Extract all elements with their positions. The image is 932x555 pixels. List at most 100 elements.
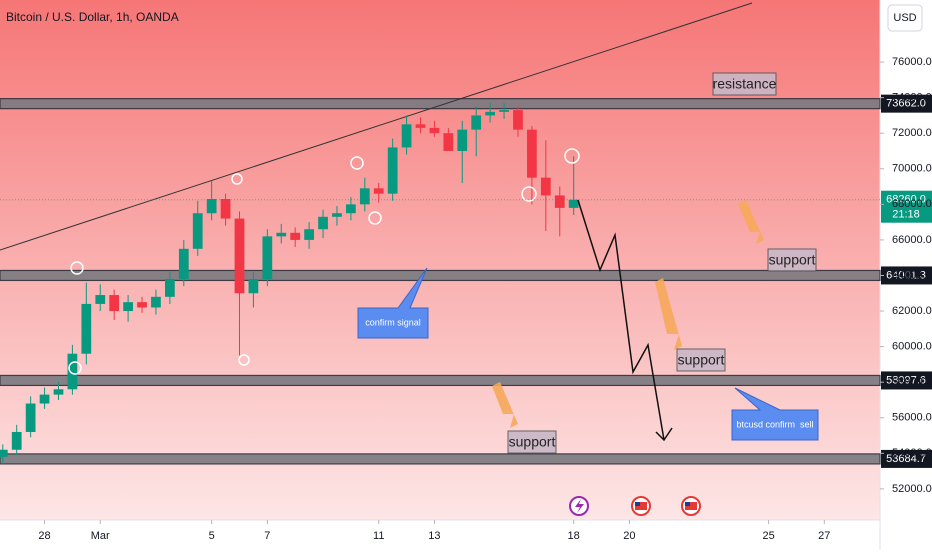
candle-body [248,279,259,294]
candle-body [137,302,147,308]
x-tick-label: 20 [623,530,635,542]
candle-body [471,115,482,130]
countdown-label: 21:18 [892,209,920,221]
x-tick-label: 13 [428,530,440,542]
hint-arrows [492,200,764,428]
x-tick-label: 25 [762,530,774,542]
candle-body [346,204,356,214]
annotation-box [676,348,726,372]
y-tick-label: 54000.0 [892,447,932,459]
candle-body [373,188,384,194]
y-tick-label: 62000.0 [892,305,932,317]
level-price-box [881,449,932,468]
candle-body [81,303,92,354]
annotation-label: support [509,434,556,450]
y-tick-label: 76000.0 [892,56,932,68]
x-tick-label: 11 [373,530,384,542]
level-price-label: 53684.7 [886,453,926,465]
candle-body [485,111,495,116]
y-tick-label: 64000.0 [892,269,932,281]
level-zone [0,98,881,110]
candle-body [123,302,133,312]
currency-label[interactable]: USD [893,12,916,24]
candle-body [290,232,301,240]
candle-body [206,199,217,214]
callout-label: btcusd confirm sell [736,419,813,429]
projection-arrowhead [655,427,673,442]
currency-button[interactable] [887,4,923,32]
candle-body [276,232,287,237]
candle-body [318,216,328,230]
x-tick-label: Mar [91,530,110,542]
candle-body [53,389,64,395]
annotation-label: support [769,252,816,268]
event-icons [569,496,701,516]
y-tick-label: 60000.0 [892,341,932,353]
level-price-label: 58097.6 [886,374,926,386]
callout [731,387,819,441]
candle-body [401,124,412,148]
y-tick-label: 66000.0 [892,234,932,246]
candle-body [429,127,440,134]
y-tick-label: 58000.0 [892,376,932,388]
candle-body [527,129,537,178]
x-tick-label: 18 [568,530,580,542]
candle-body [332,213,342,217]
level-price-box [881,94,932,113]
candle-body [415,124,426,128]
candle-body [304,229,314,240]
candle-body [554,195,565,208]
annotation-box [712,72,777,96]
level-zone [0,374,881,387]
chart-title: Bitcoin / U.S. Dollar, 1h, OANDA [6,10,179,24]
candle-body [178,248,189,280]
callout [357,267,429,339]
y-tick-label: 74000.0 [892,92,932,104]
annotation-label: resistance [713,76,777,92]
candle-body [457,129,468,151]
candle-body [513,110,523,130]
x-tick-label: 5 [209,530,215,542]
level-price-label: 64001.3 [886,269,926,281]
candle-body [540,177,551,196]
candle-body [262,236,273,280]
callout-label: confirm signal [365,317,421,327]
candle-body [499,110,509,112]
x-tick-label: 28 [38,530,50,542]
last-price-label: 68260.0 [886,194,926,206]
level-zone [0,269,881,282]
last-price-box [881,190,932,223]
trend-line [0,2,753,251]
candle-body [192,213,203,249]
candle-body [359,188,370,205]
annotation-label: support [678,352,725,368]
y-tick-label: 52000.0 [892,483,932,495]
x-tick-label: 7 [264,530,270,542]
candle-body [165,279,175,297]
candle-body [220,199,231,219]
candle-body [0,449,8,457]
y-tick-label: 56000.0 [892,412,932,424]
candle-body [25,403,36,432]
annotation-box [507,430,557,454]
candle-body [443,133,454,151]
level-price-label: 73662.0 [886,98,926,110]
candle-body [387,147,398,194]
y-tick-label: 72000.0 [892,127,932,139]
candle-body [151,296,161,308]
level-price-box [881,266,932,285]
x-tick-label: 27 [818,530,830,542]
annotation-box [767,248,817,272]
candle-body [234,218,245,294]
y-tick-label: 68000.0 [892,198,932,210]
candle-body [67,353,78,390]
candle-body [568,199,579,208]
markers [68,148,580,375]
projection-path [577,199,665,441]
y-tick-label: 70000.0 [892,163,932,175]
level-price-box [881,371,932,390]
level-zone [0,453,881,465]
candle-body [11,431,22,450]
candle-body [39,394,50,404]
